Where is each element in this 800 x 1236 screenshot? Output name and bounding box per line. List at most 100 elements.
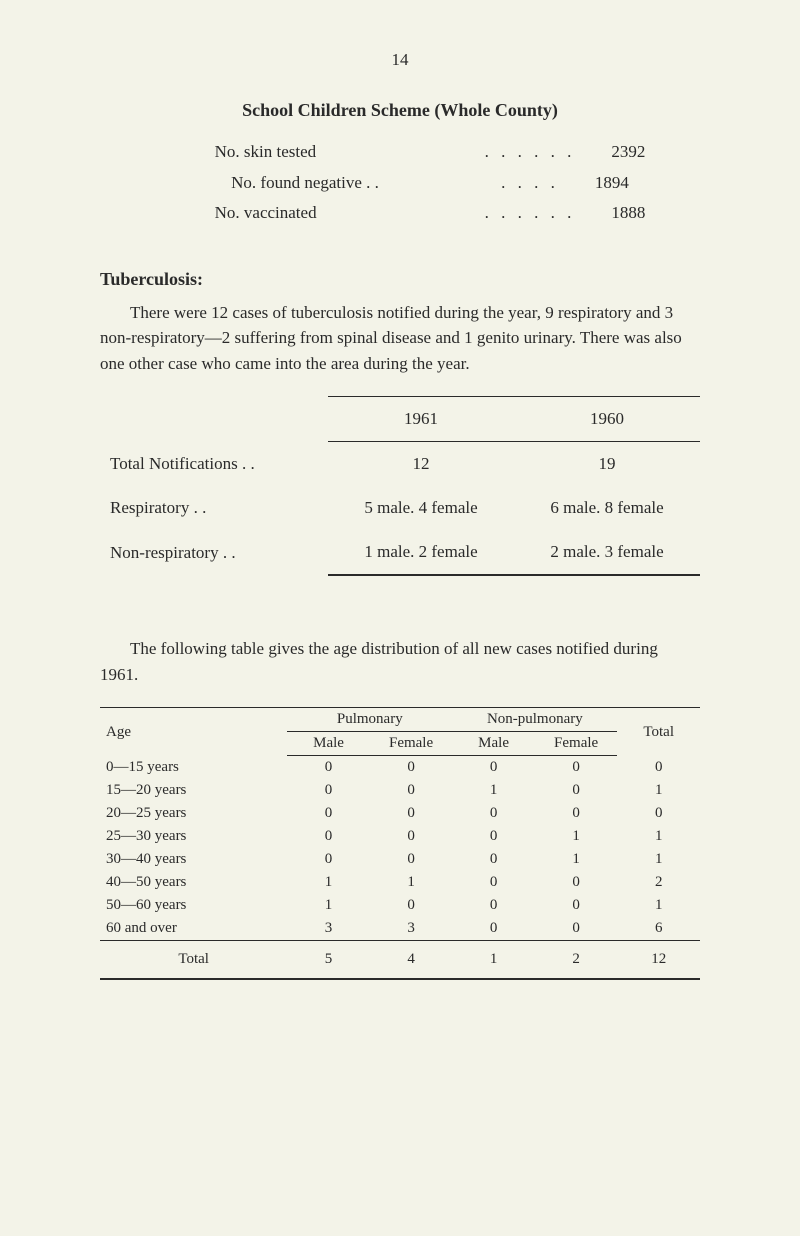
nonpulmonary-header: Non-pulmonary [452,708,617,732]
age-row: 40—50 years 1 1 0 0 2 [100,871,700,894]
age-label: 20—25 years [100,802,287,825]
age-total-row: Total 5 4 1 2 12 [100,941,700,980]
female-header: Female [535,732,618,756]
age-row: 15—20 years 0 0 1 0 1 [100,779,700,802]
stat-value: 1888 [585,198,645,229]
age-cell: 1 [287,871,370,894]
age-cell: 0 [452,848,535,871]
age-cell: 0 [535,756,618,780]
age-total-cell: 1 [452,941,535,980]
age-cell: 1 [617,779,700,802]
age-cell: 0 [452,825,535,848]
stats-list: No. skin tested . . . . . . 2392 No. fou… [100,137,700,229]
age-cell: 0 [617,802,700,825]
stat-label: No. skin tested [215,137,475,168]
age-col-header: Age [100,708,287,756]
tuberculosis-paragraph: There were 12 cases of tuberculosis noti… [100,300,700,377]
age-header-row: Age Pulmonary Non-pulmonary Total [100,708,700,732]
tb-row: Non-respiratory . . 1 male. 2 female 2 m… [100,530,700,575]
age-cell: 0 [287,756,370,780]
age-cell: 0 [535,871,618,894]
stat-row: No. vaccinated . . . . . . 1888 [100,198,700,229]
age-total-label: Total [100,941,287,980]
age-label: 50—60 years [100,894,287,917]
age-row: 50—60 years 1 0 0 0 1 [100,894,700,917]
age-cell: 1 [617,894,700,917]
tb-cell: 5 male. 4 female [328,486,514,530]
age-cell: 1 [535,825,618,848]
age-cell: 1 [617,825,700,848]
male-header: Male [287,732,370,756]
age-label: 60 and over [100,917,287,941]
tb-year-header: 1961 [328,397,514,442]
age-total-cell: 5 [287,941,370,980]
age-cell: 0 [370,756,453,780]
age-total-cell: 2 [535,941,618,980]
age-cell: 0 [370,802,453,825]
age-cell: 0 [287,779,370,802]
age-cell: 0 [535,917,618,941]
age-cell: 0 [535,802,618,825]
tb-cell: 2 male. 3 female [514,530,700,575]
age-cell: 1 [452,779,535,802]
male-header: Male [452,732,535,756]
tb-row: Total Notifications . . 12 19 [100,442,700,487]
age-cell: 0 [370,825,453,848]
age-cell: 0 [452,917,535,941]
age-label: 0—15 years [100,756,287,780]
age-cell: 1 [370,871,453,894]
age-cell: 3 [287,917,370,941]
age-cell: 0 [370,848,453,871]
age-cell: 1 [535,848,618,871]
age-label: 25—30 years [100,825,287,848]
tb-row-label: Non-respiratory . . [100,530,328,575]
age-row: 30—40 years 0 0 0 1 1 [100,848,700,871]
tuberculosis-title: Tuberculosis: [100,269,700,290]
tb-table: 1961 1960 Total Notifications . . 12 19 … [100,396,700,576]
age-cell: 0 [370,894,453,917]
tb-year-header: 1960 [514,397,700,442]
age-cell: 0 [452,802,535,825]
tb-cell: 1 male. 2 female [328,530,514,575]
pulmonary-header: Pulmonary [287,708,452,732]
page-number: 14 [100,50,700,70]
tb-row-label: Respiratory . . [100,486,328,530]
age-cell: 1 [617,848,700,871]
age-cell: 3 [370,917,453,941]
stat-label: No. vaccinated [215,198,475,229]
stat-dots: . . . . . . [485,198,576,229]
age-cell: 6 [617,917,700,941]
age-cell: 0 [452,756,535,780]
age-row: 60 and over 3 3 0 0 6 [100,917,700,941]
tb-header-row: 1961 1960 [100,397,700,442]
age-cell: 0 [535,894,618,917]
age-cell: 0 [452,871,535,894]
age-table: Age Pulmonary Non-pulmonary Total Male F… [100,707,700,980]
age-row: 0—15 years 0 0 0 0 0 [100,756,700,780]
age-total-cell: 12 [617,941,700,980]
age-label: 30—40 years [100,848,287,871]
age-cell: 0 [535,779,618,802]
age-cell: 0 [287,848,370,871]
stat-label: No. found negative . . [231,168,491,199]
page-container: 14 School Children Scheme (Whole County)… [0,0,800,1030]
tb-cell: 6 male. 8 female [514,486,700,530]
age-label: 40—50 years [100,871,287,894]
stat-dots: . . . . [501,168,559,199]
age-cell: 0 [287,825,370,848]
age-row: 25—30 years 0 0 0 1 1 [100,825,700,848]
tb-blank-cell [100,397,328,442]
age-cell: 0 [370,779,453,802]
age-total-cell: 4 [370,941,453,980]
age-cell: 2 [617,871,700,894]
age-label: 15—20 years [100,779,287,802]
age-paragraph: The following table gives the age distri… [100,636,700,687]
tb-cell: 12 [328,442,514,487]
stat-value: 1894 [569,168,629,199]
age-cell: 0 [617,756,700,780]
age-row: 20—25 years 0 0 0 0 0 [100,802,700,825]
age-cell: 0 [287,802,370,825]
total-header: Total [617,708,700,756]
stat-value: 2392 [585,137,645,168]
female-header: Female [370,732,453,756]
